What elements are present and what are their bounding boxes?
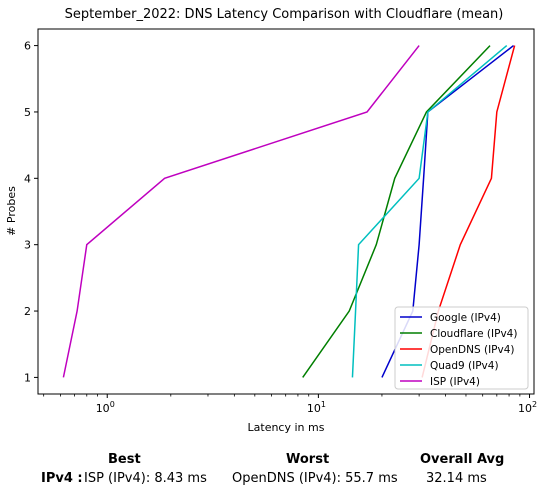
y-tick-label: 1 xyxy=(24,371,31,384)
y-tick-label: 5 xyxy=(24,106,31,119)
summary-worst-value: OpenDNS (IPv4): 55.7 ms xyxy=(232,471,398,486)
y-tick-label: 2 xyxy=(24,305,31,318)
y-axis-label: # Probes xyxy=(5,186,18,236)
summary-header-avg: Overall Avg xyxy=(420,452,505,467)
series-line-3 xyxy=(351,45,508,378)
x-tick-label: 101 xyxy=(307,400,326,415)
x-tick-label: 100 xyxy=(96,400,115,415)
series-line-4 xyxy=(62,45,420,378)
x-axis-label: Latency in ms xyxy=(248,421,325,434)
legend-label-0: Google (IPv4) xyxy=(430,312,501,324)
legend-label-4: ISP (IPv4) xyxy=(430,376,480,388)
summary-header-worst: Worst xyxy=(286,452,330,467)
summary-header-best: Best xyxy=(108,452,141,467)
legend-label-3: Quad9 (IPv4) xyxy=(430,360,499,372)
legend-label-2: OpenDNS (IPv4) xyxy=(430,344,515,356)
legend-label-1: Cloudflare (IPv4) xyxy=(430,328,517,340)
series-line-1 xyxy=(302,45,491,378)
summary-avg-value: 32.14 ms xyxy=(426,471,487,486)
summary-best-value: ISP (IPv4): 8.43 ms xyxy=(84,471,207,486)
legend: Google (IPv4) Cloudflare (IPv4) OpenDNS (I… xyxy=(394,306,529,390)
y-tick-label: 3 xyxy=(24,239,31,252)
summary-row-label: IPv4 : xyxy=(41,471,83,486)
y-tick-label: 4 xyxy=(24,172,31,185)
chart-title: September_2022: DNS Latency Comparison w… xyxy=(65,7,504,22)
x-tick-label: 102 xyxy=(518,400,537,415)
legend-box xyxy=(394,306,529,390)
y-tick-label: 6 xyxy=(24,40,31,53)
